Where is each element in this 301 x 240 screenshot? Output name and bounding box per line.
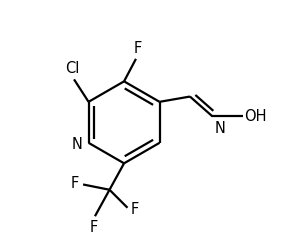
Text: F: F [71, 176, 79, 191]
Text: F: F [133, 41, 141, 56]
Text: N: N [72, 137, 83, 152]
Text: F: F [89, 220, 98, 235]
Text: N: N [215, 121, 225, 136]
Text: OH: OH [244, 109, 267, 124]
Text: Cl: Cl [66, 61, 80, 76]
Text: F: F [131, 202, 139, 216]
